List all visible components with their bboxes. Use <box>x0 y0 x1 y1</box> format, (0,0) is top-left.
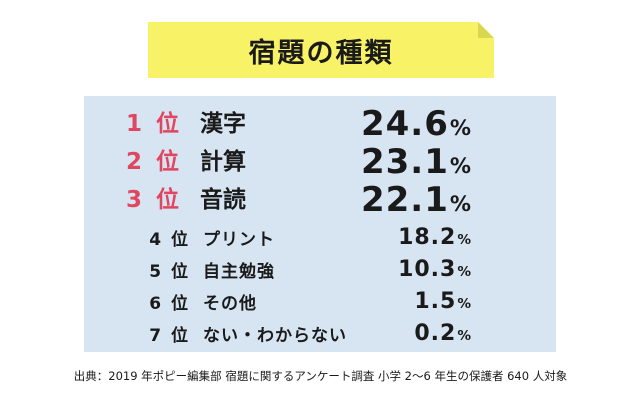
homework-type-label: 漢字 <box>200 111 246 137</box>
percentage-number: 22.1 <box>360 180 449 220</box>
percentage-unit: % <box>457 264 472 280</box>
percentage-value: 18.2% <box>398 225 472 250</box>
percentage-number: 23.1 <box>360 142 449 182</box>
percentage-number: 10.3 <box>398 257 457 282</box>
title-banner <box>148 22 494 78</box>
homework-type-label: 計算 <box>200 149 246 175</box>
source-note: 出典：2019 年ポピー編集部 宿題に関するアンケート調査 小学 2〜6 年生の… <box>73 369 568 383</box>
rank-label: 7 位 <box>149 326 190 346</box>
percentage-unit: % <box>449 115 472 140</box>
percentage-value: 10.3% <box>398 257 472 282</box>
percentage-unit: % <box>449 153 472 178</box>
percentage-value: 24.6% <box>361 104 472 144</box>
percentage-unit: % <box>457 328 472 344</box>
homework-type-label: ない・わからない <box>203 326 347 346</box>
ranking-table: 1 位漢字 24.6% 2 位計算 23.1% 3 位音読 22.1% 4 位プリント 18.… <box>84 96 556 352</box>
rank-label: 3 位 <box>125 187 182 213</box>
percentage-unit: % <box>457 232 472 248</box>
percentage-number: 18.2 <box>398 225 457 250</box>
percentage-value: 0.2% <box>414 321 472 346</box>
homework-type-label: 自主勉強 <box>203 262 275 282</box>
percentage-value: 23.1% <box>361 142 472 182</box>
percentage-value: 22.1% <box>361 180 472 220</box>
rank-label: 5 位 <box>149 262 190 282</box>
percentage-unit: % <box>457 296 472 312</box>
homework-type-label: 音読 <box>200 187 246 213</box>
rank-label: 1 位 <box>125 111 182 137</box>
percentage-number: 1.5 <box>414 289 457 314</box>
percentage-number: 24.6 <box>360 104 449 144</box>
rank-label: 4 位 <box>149 230 190 250</box>
rank-label: 6 位 <box>149 294 190 314</box>
homework-type-label: その他 <box>203 294 257 314</box>
chart-title: 宿題の種類 <box>248 37 394 69</box>
percentage-unit: % <box>449 191 472 216</box>
rank-label: 2 位 <box>125 149 182 175</box>
homework-type-label: プリント <box>203 230 275 250</box>
percentage-number: 0.2 <box>414 321 457 346</box>
percentage-value: 1.5% <box>414 289 472 314</box>
